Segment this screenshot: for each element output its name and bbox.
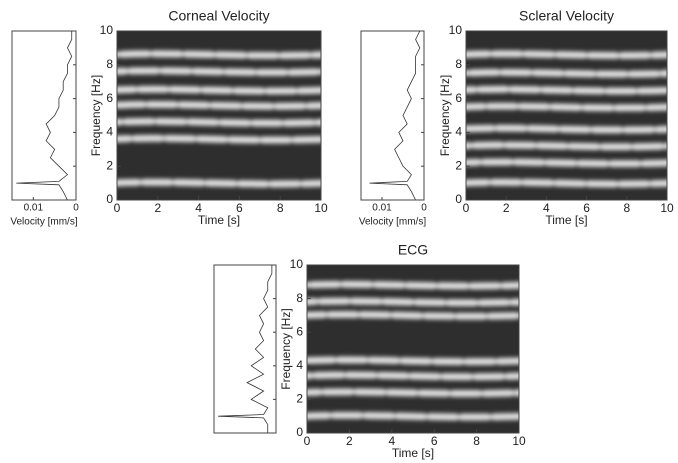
x-tick-label: 2 — [346, 434, 353, 448]
x-tick-label: 6 — [236, 201, 243, 215]
y-tick-label: 8 — [455, 57, 462, 71]
x-tick-label: 4 — [388, 434, 395, 448]
spectrum-line — [369, 30, 421, 201]
ridge — [307, 411, 519, 421]
heatmap — [117, 50, 321, 188]
y-tick-label: 10 — [290, 257, 304, 271]
spectrum-x-label: Velocity [mm/s] — [10, 217, 77, 228]
x-axis-label: Time [s] — [198, 213, 240, 227]
ridge — [117, 50, 321, 60]
ridge — [117, 117, 321, 127]
y-tick-label: 2 — [455, 158, 462, 172]
y-tick-label: 10 — [449, 23, 463, 37]
ridge — [117, 134, 321, 144]
heatmap-background — [307, 265, 519, 433]
spectrum-x-tick-label: 0.01 — [24, 203, 44, 214]
y-tick-label: 0 — [106, 192, 113, 206]
spectrum-x-label: Velocity [mm/s] — [359, 217, 426, 228]
spectrum-line — [16, 31, 73, 201]
y-tick-label: 0 — [296, 425, 303, 439]
x-axis-label: Time [s] — [545, 213, 587, 227]
y-axis-label: Frequency [Hz] — [438, 75, 452, 156]
x-tick-label: 2 — [503, 201, 510, 215]
y-axis-label: Frequency [Hz] — [279, 308, 293, 389]
y-tick-label: 4 — [296, 358, 303, 372]
plot-frame — [306, 264, 520, 434]
x-tick-label: 8 — [277, 201, 284, 215]
y-tick-label: 8 — [106, 57, 113, 71]
ridge — [117, 178, 321, 188]
x-tick-label: 10 — [512, 434, 526, 448]
chart-title: Scleral Velocity — [519, 8, 614, 24]
ridge — [466, 85, 667, 95]
x-tick-label: 0 — [114, 201, 121, 215]
chart-title: Corneal Velocity — [168, 8, 269, 24]
x-tick-label: 8 — [623, 201, 630, 215]
ridge — [307, 356, 519, 366]
x-axis-label: Time [s] — [392, 446, 434, 460]
y-tick-label: 6 — [296, 324, 303, 338]
heatmap-background — [117, 31, 321, 200]
ridge — [117, 100, 321, 110]
spectrum-frame — [213, 264, 277, 434]
ridge — [117, 85, 321, 95]
heatmap-background — [466, 31, 667, 200]
x-tick-label: 8 — [473, 434, 480, 448]
spectrum-frame — [11, 30, 77, 201]
spectrum-line — [218, 265, 273, 433]
spectrum-x-tick-label: 0.01 — [372, 203, 392, 214]
x-tick-label: 4 — [543, 201, 550, 215]
x-tick-label: 2 — [154, 201, 161, 215]
plot-frame — [116, 30, 322, 201]
x-tick-label: 0 — [463, 201, 470, 215]
ridge — [466, 178, 667, 188]
ridge — [307, 388, 519, 398]
spectrum-x-tick-label: 0 — [421, 203, 427, 214]
y-tick-label: 6 — [106, 91, 113, 105]
y-tick-label: 10 — [100, 23, 114, 37]
ridge — [466, 158, 667, 168]
ridge — [307, 371, 519, 381]
spectrum-x-tick-label: 0 — [73, 203, 79, 214]
spectrum-frame — [360, 30, 425, 201]
x-tick-label: 10 — [314, 201, 328, 215]
ridge — [466, 68, 667, 78]
y-axis-label: Frequency [Hz] — [89, 75, 103, 156]
x-tick-label: 0 — [304, 434, 311, 448]
ridge — [466, 141, 667, 151]
ridge — [466, 124, 667, 134]
heatmap — [466, 50, 667, 188]
y-tick-label: 4 — [455, 125, 462, 139]
plot-frame — [465, 30, 668, 201]
ridge — [117, 67, 321, 76]
ridge — [307, 280, 519, 290]
x-tick-label: 4 — [195, 201, 202, 215]
y-tick-label: 0 — [455, 192, 462, 206]
ridge — [466, 102, 667, 112]
x-tick-label: 6 — [431, 434, 438, 448]
y-tick-label: 2 — [296, 392, 303, 406]
ridge — [307, 311, 519, 320]
x-tick-label: 10 — [660, 201, 674, 215]
y-tick-label: 4 — [106, 125, 113, 139]
x-tick-label: 6 — [583, 201, 590, 215]
heatmap — [307, 280, 519, 421]
ridge — [307, 297, 519, 307]
ridge — [466, 50, 667, 60]
chart-title: ECG — [398, 242, 428, 258]
y-tick-label: 2 — [106, 158, 113, 172]
y-tick-label: 6 — [455, 91, 462, 105]
y-tick-label: 8 — [296, 291, 303, 305]
